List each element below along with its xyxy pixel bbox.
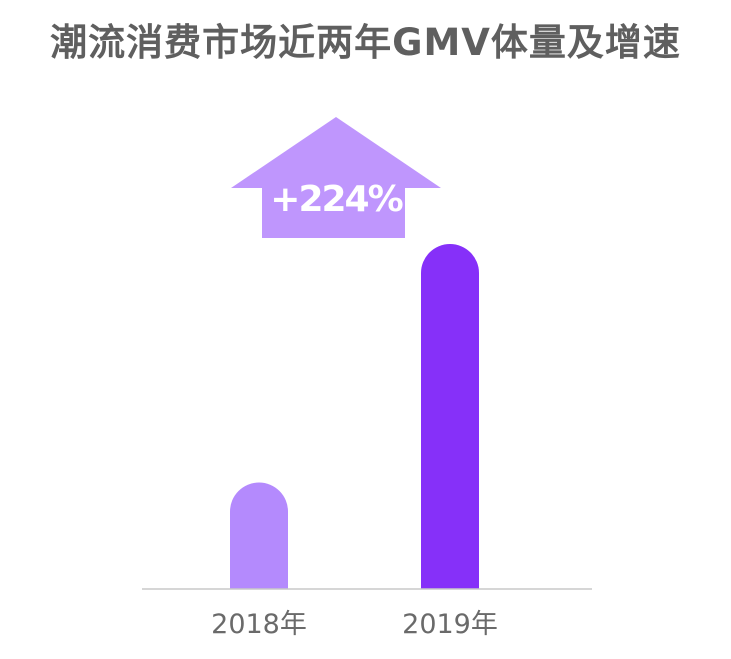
- growth-label: +224%: [270, 179, 402, 220]
- bar-2019: [421, 244, 479, 589]
- x-tick-label: 2019年: [402, 609, 498, 640]
- x-tick-labels: 2018年 2019年: [211, 609, 498, 640]
- bar-2018: [230, 482, 288, 589]
- growth-arrow: +224%: [231, 117, 441, 238]
- growth-arrow-shape: [231, 117, 441, 238]
- x-tick-label: 2018年: [211, 609, 307, 640]
- bars-layer: [230, 244, 479, 589]
- chart-title: 潮流消费市场近两年GMV体量及增速: [50, 21, 681, 64]
